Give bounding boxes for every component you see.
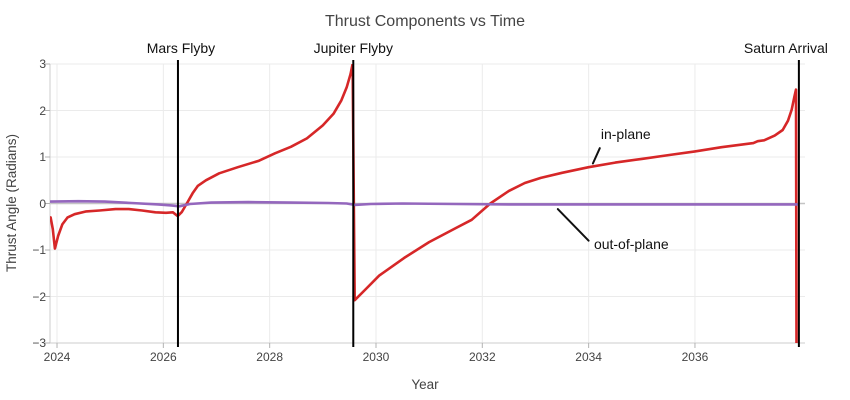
x-tick-label-2034: 2034 [575, 350, 602, 364]
event-label-mars-flyby: Mars Flyby [146, 40, 216, 56]
leader-line-in-plane [591, 147, 601, 165]
leader-line-out-of-plane [556, 208, 590, 242]
y-tick-label-0: 0 [39, 196, 46, 211]
x-tick-label-2024: 2024 [43, 350, 71, 364]
y-tick-label-3: 3 [39, 57, 46, 71]
series-line-in-plane [50, 64, 798, 343]
y-tick-label--3: −3 [32, 336, 46, 350]
y-tick-label--1: −1 [32, 243, 46, 257]
x-tick-label-2030: 2030 [362, 350, 390, 364]
x-axis-title: Year [411, 377, 439, 392]
series-label-in-plane: in-plane [600, 126, 651, 143]
chart-title: Thrust Components vs Time [324, 13, 526, 30]
x-tick-label-2028: 2028 [256, 350, 284, 364]
x-tick-label-2036: 2036 [681, 350, 709, 364]
y-tick-label-2: 2 [39, 103, 46, 118]
event-label-saturn-arrival: Saturn Arrival [743, 40, 828, 56]
y-tick-label-1: 1 [39, 150, 46, 164]
event-label-jupiter-flyby: Jupiter Flyby [313, 40, 393, 56]
x-tick-label-2032: 2032 [468, 350, 496, 364]
series-line-out-of-plane [50, 199, 799, 208]
x-tick-label-2026: 2026 [149, 350, 177, 364]
series-label-out-of-plane: out-of-plane [593, 236, 669, 253]
y-tick-label--2: −2 [32, 289, 46, 304]
